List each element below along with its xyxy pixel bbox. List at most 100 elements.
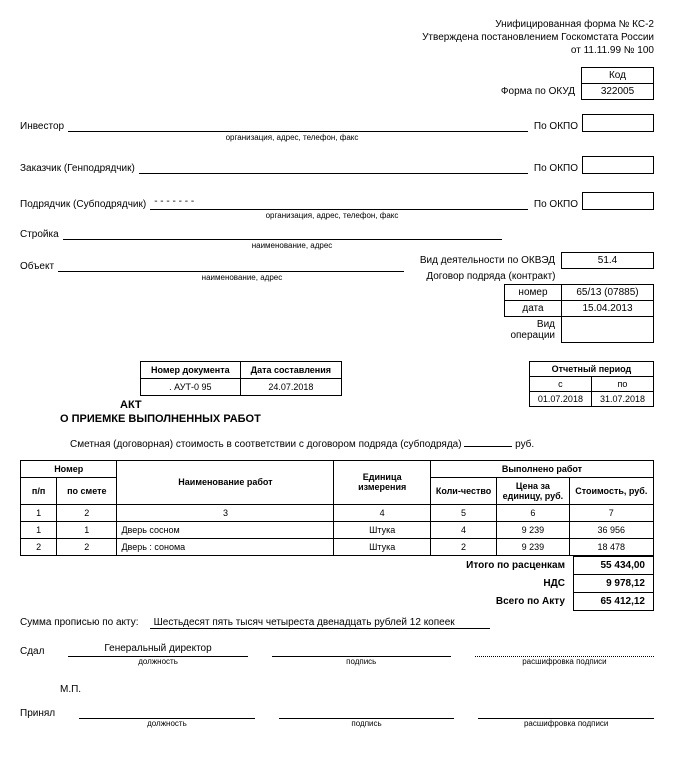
th-pp: п/п	[21, 477, 57, 504]
contract-label: Договор подряда (контракт)	[414, 269, 562, 284]
sdal-name[interactable]	[475, 643, 654, 657]
contractor-row: Подрядчик (Субподрядчик) - - - - - - - П…	[20, 192, 654, 210]
sdal-post[interactable]: Генеральный директор	[68, 643, 247, 657]
subtotal-label: Итого по расценкам	[458, 556, 573, 574]
prinyal-sign[interactable]	[279, 705, 455, 719]
works-table: Номер Наименование работ Единица измерен…	[20, 460, 654, 556]
prinyal-label: Принял	[20, 708, 55, 719]
th-nomer: Номер	[21, 460, 117, 477]
form-header: Унифицированная форма № КС-2 Утверждена …	[20, 18, 654, 57]
customer-label: Заказчик (Генподрядчик)	[20, 163, 139, 174]
doc-no: . АУТ-0 95	[141, 379, 241, 396]
okpo-box-1[interactable]	[582, 114, 654, 132]
sdal-label: Сдал	[20, 646, 44, 657]
cost-value[interactable]	[464, 446, 512, 447]
th-cost: Стоимость, руб.	[569, 477, 653, 504]
object-row: Объект	[20, 258, 404, 272]
okpo-label-1: По ОКПО	[528, 121, 582, 132]
subtotal-value: 55 434,00	[574, 556, 654, 574]
contractor-caption: организация, адрес, телефон, факс	[160, 211, 504, 220]
period-to-header: по	[591, 377, 653, 392]
period-from-header: с	[529, 377, 591, 392]
customer-value[interactable]	[139, 160, 528, 174]
sign-block: Сдал Генеральный директор Сдал должность…	[20, 643, 654, 730]
vat-label: НДС	[458, 574, 573, 592]
okpo-label-2: По ОКПО	[528, 163, 582, 174]
period-to: 31.07.2018	[591, 392, 653, 407]
contract-no-label: номер	[504, 284, 561, 300]
contract-date: 15.04.2013	[562, 300, 654, 316]
build-caption: наименование, адрес	[80, 241, 504, 250]
contractor-label: Подрядчик (Субподрядчик)	[20, 199, 150, 210]
object-value[interactable]	[58, 258, 404, 272]
okved-label: Вид деятельности по ОКВЭД	[414, 253, 562, 269]
akt-title: АКТ О ПРИЕМКЕ ВЫПОЛНЕННЫХ РАБОТ	[60, 398, 342, 427]
okud-value: 322005	[582, 84, 654, 100]
okpo-box-2[interactable]	[582, 156, 654, 174]
total-label: Всего по Акту	[458, 592, 573, 610]
investor-value[interactable]	[68, 118, 528, 132]
right-code-stack: Вид деятельности по ОКВЭД51.4 Договор по…	[414, 252, 654, 343]
prinyal-name[interactable]	[478, 705, 654, 719]
sum-words-label: Сумма прописью по акту:	[20, 617, 139, 628]
period-header: Отчетный период	[529, 362, 653, 377]
code-block: Код Форма по ОКУД322005	[495, 67, 654, 100]
doc-number-table: Номер документа Дата составления . АУТ-0…	[140, 361, 342, 396]
post-caption: должность	[68, 657, 247, 668]
sign-caption-2: подпись	[279, 719, 455, 730]
operation-label: Вид операции	[504, 316, 561, 343]
object-caption: наименование, адрес	[80, 273, 404, 282]
build-row: Стройка	[20, 226, 654, 240]
contract-no: 65/13 (07885)	[562, 284, 654, 300]
table-row: 1 1 Дверь сосном Штука 4 9 239 36 956	[21, 521, 654, 538]
period-table: Отчетный период с по 01.07.2018 31.07.20…	[529, 361, 654, 407]
doc-date-header: Дата составления	[240, 362, 341, 379]
sum-words-value: Шестьдесят пять тысяч четыреста двенадца…	[150, 617, 490, 629]
okud-label: Форма по ОКУД	[495, 84, 582, 100]
period-from: 01.07.2018	[529, 392, 591, 407]
kod-header: Код	[582, 68, 654, 84]
th-name: Наименование работ	[117, 460, 334, 504]
akt-word: АКТ	[120, 399, 142, 411]
th-unit: Единица измерения	[334, 460, 430, 504]
table-row: 2 2 Дверь : сонома Штука 2 9 239 18 478	[21, 538, 654, 555]
header-line1: Унифицированная форма № КС-2	[20, 18, 654, 31]
mp-label: М.П.	[60, 684, 654, 695]
contract-date-label: дата	[504, 300, 561, 316]
object-label: Объект	[20, 261, 58, 272]
header-line2: Утверждена постановлением Госкомстата Ро…	[20, 31, 654, 44]
investor-caption: организация, адрес, телефон, факс	[80, 133, 504, 142]
sign-caption: подпись	[272, 657, 451, 668]
okpo-label-3: По ОКПО	[528, 199, 582, 210]
totals-table: Итого по расценкам55 434,00 НДС9 978,12 …	[458, 556, 654, 611]
sum-words: Сумма прописью по акту: Шестьдесят пять …	[20, 617, 654, 629]
build-label: Стройка	[20, 229, 63, 240]
cost-unit: руб.	[515, 439, 534, 450]
th-price: Цена за единицу, руб.	[497, 477, 569, 504]
vat-value: 9 978,12	[574, 574, 654, 592]
cost-line: Сметная (договорная) стоимость в соответ…	[20, 439, 654, 450]
contractor-value[interactable]: - - - - - - -	[150, 196, 528, 210]
prinyal-post[interactable]	[79, 705, 255, 719]
header-line3: от 11.11.99 № 100	[20, 44, 654, 57]
total-value: 65 412,12	[574, 592, 654, 610]
th-smeta: по смете	[57, 477, 117, 504]
doc-no-header: Номер документа	[141, 362, 241, 379]
colnum-row: 1 2 3 4 5 6 7	[21, 504, 654, 521]
cost-text: Сметная (договорная) стоимость в соответ…	[70, 439, 462, 450]
okved-value: 51.4	[562, 253, 654, 269]
doc-date: 24.07.2018	[240, 379, 341, 396]
operation-box[interactable]	[562, 316, 654, 343]
build-value[interactable]	[63, 226, 502, 240]
name-caption-2: расшифровка подписи	[478, 719, 654, 730]
investor-label: Инвестор	[20, 121, 68, 132]
sdal-sign[interactable]	[272, 643, 451, 657]
investor-row: Инвестор По ОКПО	[20, 114, 654, 132]
th-qty: Коли-чество	[430, 477, 496, 504]
post-caption-2: должность	[79, 719, 255, 730]
name-caption: расшифровка подписи	[475, 657, 654, 668]
customer-row: Заказчик (Генподрядчик) По ОКПО	[20, 156, 654, 174]
okpo-box-3[interactable]	[582, 192, 654, 210]
th-done: Выполнено работ	[430, 460, 653, 477]
akt-subtitle: О ПРИЕМКЕ ВЫПОЛНЕННЫХ РАБОТ	[60, 413, 261, 425]
